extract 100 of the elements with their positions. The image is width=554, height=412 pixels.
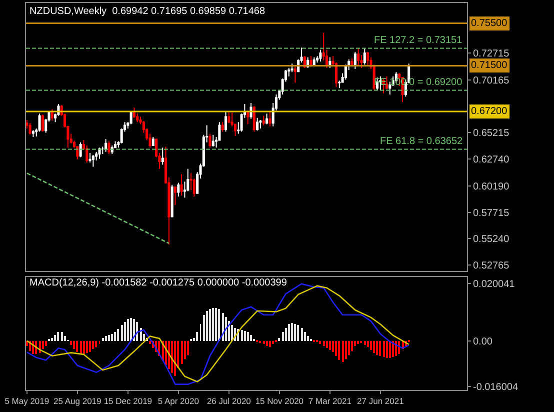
candlestick [385,76,388,90]
candlestick [294,66,296,84]
y-tick-label: 0.00 [473,336,493,348]
bar [105,336,107,341]
candlestick [170,184,174,218]
bar [269,341,271,347]
candlestick [366,51,370,66]
candlestick [180,174,183,196]
bar [288,324,290,341]
bar [215,308,217,341]
y-tick-label: 0.57715 [473,208,510,219]
bar [335,341,337,356]
bar [392,341,394,357]
bar [168,341,170,369]
bar [73,341,75,349]
bar [297,325,299,341]
bar [218,309,220,341]
candlestick [250,102,252,120]
candlestick [130,110,132,125]
bar [357,341,359,344]
bar [181,341,183,364]
bar [86,341,88,353]
bar [323,341,325,346]
candlestick [208,133,212,148]
candlestick [108,140,110,155]
y-tick-label: 0.60190 [473,182,510,193]
bar [370,341,372,350]
bar [351,341,353,351]
bar [332,341,334,352]
candlestick [350,58,354,66]
bar [231,325,233,341]
ref-line-label: 0.71500 [471,60,508,71]
bar [127,319,129,341]
bar [61,332,63,341]
bar [241,330,243,341]
bar [76,341,78,352]
y-tick-label: 0.70165 [473,75,510,86]
bar [95,341,97,347]
bar [250,335,252,341]
candlestick [79,142,82,158]
bar [376,341,378,355]
bar [326,341,328,348]
candlestick [246,110,250,125]
bar [294,324,296,341]
bar [263,341,265,344]
bar [345,341,347,359]
ref-line-label: 0.75500 [471,18,508,29]
bar [133,319,135,341]
candlestick [290,63,294,73]
candlestick [354,51,356,70]
bar [244,331,246,341]
bar [83,341,85,354]
candlestick [357,48,360,66]
bar [117,329,119,341]
candlestick [177,182,180,198]
candlestick [252,106,256,132]
bar [304,332,306,341]
y-tick-label: 0.55240 [473,234,510,246]
bar [247,332,249,341]
bar [102,338,104,341]
ref-line-label: FE 127.2 = 0.73151 [374,35,463,46]
bar [124,322,126,341]
bar [373,341,375,353]
candlestick [221,122,224,132]
ref-line-label: FE 61.8 = 0.63652 [380,136,463,147]
bar [389,341,391,358]
candlestick [88,152,92,164]
candlestick [363,48,366,66]
candlestick [98,147,101,160]
candlestick [174,186,177,206]
bar [395,341,397,356]
bar [209,309,211,341]
candlestick [256,117,259,132]
bar [278,338,280,341]
bar [80,341,82,354]
bar [108,335,110,341]
candlestick [310,56,312,66]
candlestick [92,154,94,168]
bar [42,341,44,349]
x-tick-label: 25 Aug 2019 [54,396,102,406]
x-tick-label: 5 Apr 2020 [158,396,200,406]
candlestick [319,49,322,62]
bar [130,318,132,341]
bar [111,334,113,341]
x-tick-label: 27 Jun 2021 [357,396,404,406]
candlestick [228,110,230,124]
bar [383,341,385,357]
bar [272,341,274,344]
candlestick [152,136,154,146]
bar [57,332,59,341]
candlestick [32,130,34,138]
bar [70,341,72,345]
bar [225,317,227,341]
bar [367,341,369,347]
bar [338,341,340,360]
x-tick-label: 26 Jul 2020 [206,396,252,406]
bar [282,332,284,341]
candlestick [132,107,136,118]
bar [121,325,123,341]
bar [51,338,53,341]
